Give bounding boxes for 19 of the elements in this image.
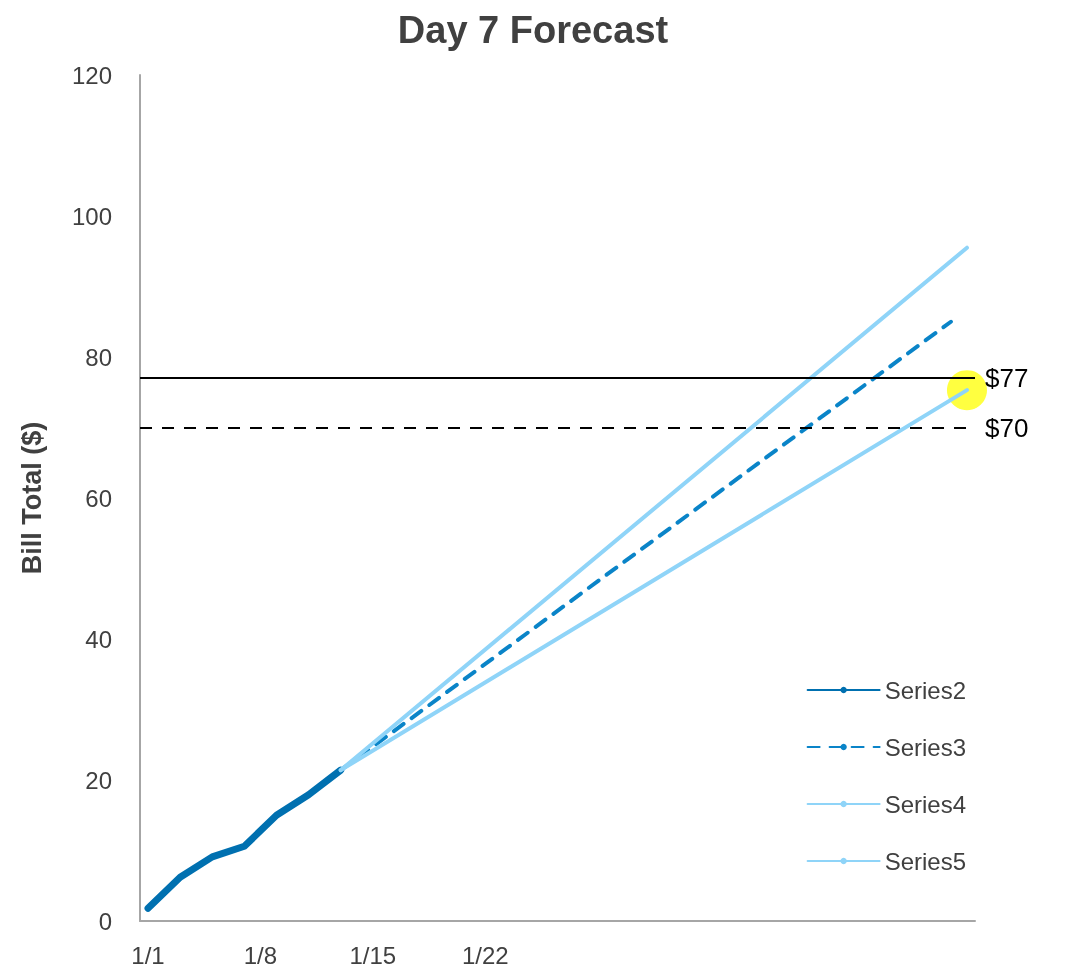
- y-tick-label: 60: [85, 484, 112, 512]
- y-tick-label: 100: [71, 202, 112, 230]
- ref-line-label: $70: [985, 412, 1029, 443]
- x-tick-label: 1/8: [243, 941, 278, 969]
- y-tick-label: 0: [98, 907, 112, 935]
- legend-label: Series4: [884, 790, 966, 818]
- y-tick-label: 20: [85, 766, 112, 794]
- ref-line-label: $77: [985, 363, 1029, 394]
- chart-title: Day 7 Forecast: [397, 9, 669, 51]
- x-tick-label: 1/15: [349, 941, 397, 969]
- legend-label: Series2: [884, 676, 966, 704]
- legend-label: Series3: [884, 733, 966, 761]
- x-tick-label: 1/1: [131, 941, 165, 969]
- legend-label: Series5: [884, 847, 966, 875]
- y-tick-label: 80: [85, 343, 112, 371]
- y-tick-label: 40: [85, 625, 112, 653]
- y-tick-label: 120: [71, 61, 112, 89]
- y-axis-title: Bill Total ($): [16, 421, 47, 575]
- x-tick-label: 1/22: [461, 941, 509, 969]
